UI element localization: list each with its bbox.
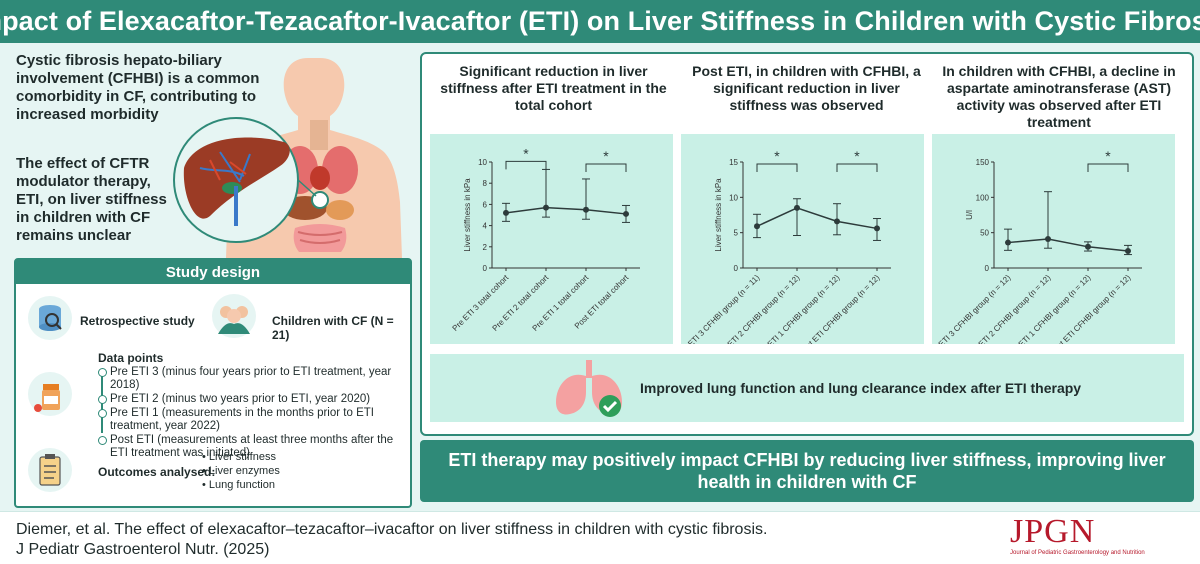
significance-star: * bbox=[523, 145, 529, 161]
study-design-title: Study design bbox=[16, 260, 410, 284]
significance-bracket bbox=[756, 163, 798, 172]
y-tick-label: 100 bbox=[976, 193, 990, 202]
significance-star: * bbox=[603, 148, 609, 164]
data-point bbox=[834, 218, 840, 225]
chart1-panel: 0 2 4 6 8 10 Liver stiffness in kPa Pre ETI 3 t… bbox=[430, 134, 673, 344]
y-tick-label: 6 bbox=[483, 200, 488, 209]
data-point bbox=[754, 223, 760, 230]
journal-logo: JPGN Journal of Pediatric Gastroenterolo… bbox=[1010, 513, 1190, 557]
outcome-liver-stiffness: • Liver stiffness bbox=[202, 451, 276, 463]
data-point-pre-eti-3: Pre ETI 3 (minus four years prior to ETI… bbox=[98, 366, 403, 392]
significance-bracket bbox=[1087, 163, 1129, 172]
chart2-panel: 0 5 10 15 Liver stiffness in kPa Pre ETI 3 CF… bbox=[681, 134, 924, 344]
citation: Diemer, et al. The effect of elexacaftor… bbox=[16, 520, 767, 560]
outcome-lung-function: • Lung function bbox=[202, 479, 275, 491]
y-tick-label: 0 bbox=[483, 264, 488, 273]
y-tick-label: 4 bbox=[483, 222, 488, 231]
data-point bbox=[543, 204, 549, 211]
intro-text-cfhbi: Cystic fibrosis hepato-biliary involveme… bbox=[16, 52, 260, 123]
data-point-post-eti: Post ETI (measurements at least three mo… bbox=[98, 434, 403, 460]
data-point bbox=[1125, 248, 1131, 255]
journal-logo-text: JPGN bbox=[1010, 513, 1096, 550]
retrospective-label: Retrospective study bbox=[80, 314, 195, 328]
y-tick-label: 0 bbox=[734, 264, 739, 273]
pill-bottle-icon bbox=[28, 372, 72, 416]
journal-subtitle: Journal of Pediatric Gastroenterology an… bbox=[1010, 550, 1145, 556]
results-panel: Significant reduction in liver stiffness… bbox=[420, 52, 1194, 436]
significance-bracket bbox=[585, 163, 627, 172]
y-tick-label: 5 bbox=[734, 229, 739, 238]
x-tick-label: Pre ETI 3 CFHBI group (n = 11) bbox=[681, 273, 762, 344]
data-point bbox=[1045, 236, 1051, 243]
clipboard-icon bbox=[28, 448, 72, 492]
y-tick-label: 10 bbox=[478, 158, 487, 167]
data-point bbox=[583, 206, 589, 213]
children-label: Children with CF (N = 21) bbox=[272, 314, 394, 342]
y-axis-label: U/l bbox=[965, 210, 974, 220]
data-point bbox=[1005, 239, 1011, 246]
y-tick-label: 2 bbox=[483, 243, 488, 252]
data-point bbox=[623, 210, 629, 217]
database-icon bbox=[28, 296, 72, 340]
y-tick-label: 0 bbox=[985, 264, 990, 273]
chart3-ast-cfhbi: 0 50 100 150 U/l AST pre ETI 3 CFHBI group (n… bbox=[932, 148, 1142, 344]
citation-line-2: J Pediatr Gastroenterol Nutr. (2025) bbox=[16, 541, 270, 558]
lung-function-band: Improved lung function and lung clearanc… bbox=[430, 354, 1184, 422]
intro-text-question: The effect of CFTR modulator therapy, ET… bbox=[16, 155, 167, 244]
significance-star: * bbox=[774, 148, 780, 164]
data-point-pre-eti-2: Pre ETI 2 (minus two years prior to ETI,… bbox=[98, 393, 403, 406]
significance-star: * bbox=[1105, 148, 1111, 164]
y-tick-label: 15 bbox=[729, 158, 738, 167]
chart3-title: In children with CFHBI, a decline in asp… bbox=[942, 63, 1176, 130]
series-line bbox=[505, 206, 627, 215]
outcomes-list: • Liver stiffness • Liver enzymes • Lung… bbox=[202, 450, 280, 492]
significance-bracket bbox=[505, 160, 547, 170]
citation-line-1: Diemer, et al. The effect of elexacaftor… bbox=[16, 521, 768, 538]
significance-star: * bbox=[854, 148, 860, 164]
series-line bbox=[756, 207, 878, 230]
lung-function-text: Improved lung function and lung clearanc… bbox=[640, 380, 1082, 396]
data-point bbox=[794, 204, 800, 211]
header-banner: Impact of Elexacaftor-Tezacaftor-Ivacaft… bbox=[0, 0, 1200, 43]
y-tick-label: 10 bbox=[729, 193, 738, 202]
chart2-liver-stiffness-cfhbi: 0 5 10 15 Liver stiffness in kPa Pre ETI 3 CF… bbox=[681, 148, 891, 344]
data-point bbox=[874, 225, 880, 232]
data-points-list: Pre ETI 3 (minus four years prior to ETI… bbox=[98, 366, 403, 461]
outcome-liver-enzymes: • Liver enzymes bbox=[202, 465, 280, 477]
chart3-panel: 0 50 100 150 U/l AST pre ETI 3 CFHBI group (n… bbox=[932, 134, 1175, 344]
y-axis-label: Liver stiffness in kPa bbox=[463, 178, 472, 252]
page-title: Impact of Elexacaftor-Tezacaftor-Ivacaft… bbox=[0, 6, 1200, 36]
data-point-pre-eti-1: Pre ETI 1 (measurements in the months pr… bbox=[98, 407, 403, 433]
x-tick-label: AST pre ETI 3 CFHBI group (n = 12) bbox=[932, 273, 1013, 344]
chart1-title: Significant reduction in liver stiffness… bbox=[440, 63, 667, 113]
y-axis-label: Liver stiffness in kPa bbox=[714, 178, 723, 252]
y-tick-label: 50 bbox=[980, 229, 989, 238]
outcomes-label: Outcomes analysed: bbox=[98, 465, 216, 479]
conclusion-banner: ETI therapy may positively impact CFHBI … bbox=[420, 440, 1194, 502]
chart2-title: Post ETI, in children with CFHBI, a sign… bbox=[692, 63, 921, 113]
significance-bracket bbox=[836, 163, 878, 172]
data-points-title: Data points bbox=[98, 351, 164, 365]
data-point bbox=[1085, 243, 1091, 250]
body-liver-illustration bbox=[173, 58, 402, 258]
children-group-icon bbox=[212, 294, 256, 338]
lungs-icon bbox=[556, 360, 622, 417]
data-point bbox=[503, 209, 509, 216]
y-tick-label: 8 bbox=[483, 179, 488, 188]
series-line bbox=[1007, 238, 1129, 252]
study-design-panel: Study design Retrospective study Childre… bbox=[14, 258, 412, 508]
y-tick-label: 150 bbox=[976, 158, 990, 167]
